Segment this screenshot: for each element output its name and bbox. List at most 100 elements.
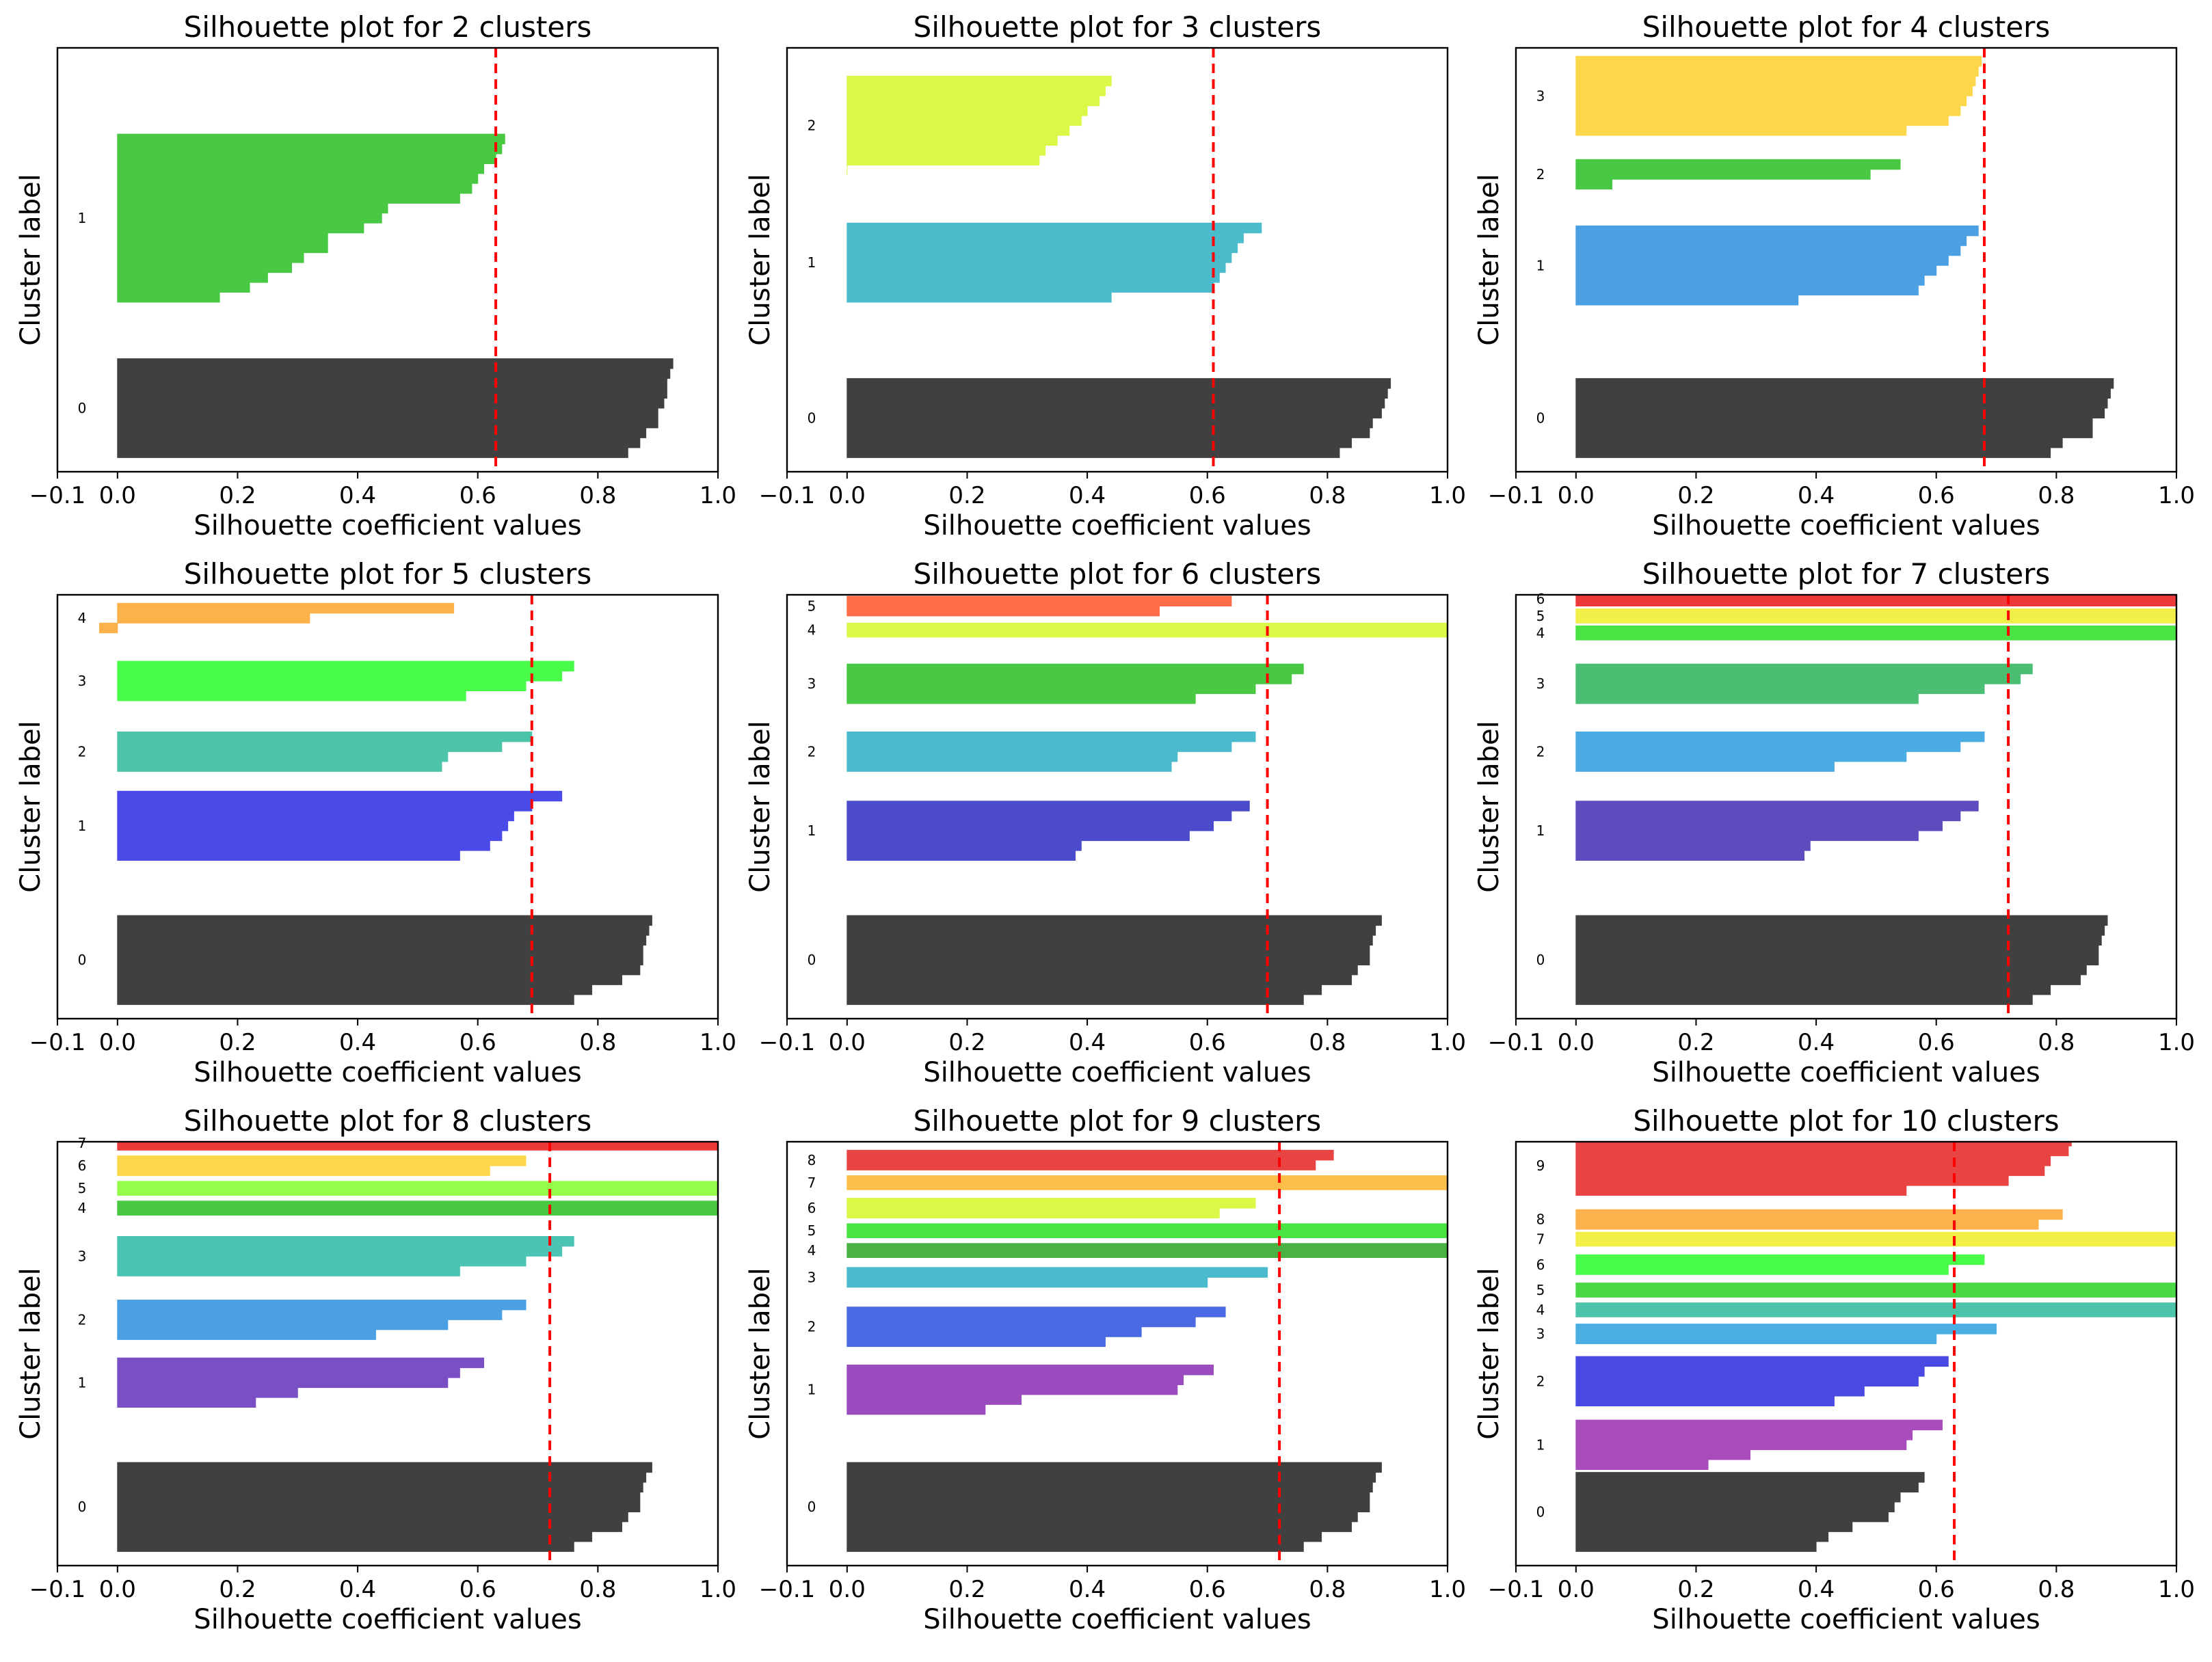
x-tick-label: 0.4	[339, 1029, 376, 1056]
x-tick-label: 1.0	[2158, 1576, 2195, 1603]
y-axis-label: Cluster label	[1474, 721, 1505, 892]
cluster-1-silhouette	[847, 801, 1250, 861]
cluster-label: 1	[1536, 1436, 1545, 1453]
cluster-2-silhouette	[1575, 731, 1985, 772]
x-tick-label: 0.8	[2038, 482, 2075, 509]
cluster-label: 2	[1536, 743, 1545, 760]
axes-frame	[786, 1140, 1449, 1567]
cluster-6-silhouette	[847, 1198, 1256, 1219]
cluster-7-silhouette	[847, 1175, 1448, 1190]
cluster-label: 4	[78, 610, 87, 626]
x-tick-label: 1.0	[1429, 1576, 1466, 1603]
cluster-label: 3	[1536, 88, 1545, 104]
plot-title: Silhouette plot for 7 clusters	[1642, 557, 2051, 591]
y-axis-label: Cluster label	[15, 721, 46, 892]
y-axis-label: Cluster label	[745, 1268, 776, 1439]
x-tick-label: 0.6	[459, 1576, 496, 1603]
cluster-3-silhouette	[1575, 663, 2033, 704]
x-tick-label: 0.2	[948, 482, 985, 509]
cluster-label: 3	[808, 675, 816, 692]
x-tick-label: 0.0	[829, 1029, 866, 1056]
cluster-label: 2	[78, 1311, 87, 1328]
cluster-label: 1	[808, 822, 816, 839]
x-tick-label: 0.0	[829, 482, 866, 509]
cluster-label: 6	[1536, 1257, 1545, 1273]
x-axis-label: Silhouette coefficient values	[1652, 1604, 2040, 1635]
x-tick-label: 0.2	[1677, 482, 1714, 509]
cluster-3-silhouette	[847, 1267, 1268, 1288]
cluster-2-silhouette	[117, 731, 533, 772]
cluster-label: 2	[808, 743, 816, 760]
cluster-0-silhouette	[847, 378, 1391, 458]
x-tick-label: 0.4	[1798, 482, 1835, 509]
plot-title: Silhouette plot for 3 clusters	[914, 10, 1322, 44]
x-tick-label: −0.1	[29, 1576, 86, 1603]
x-tick-label: 1.0	[699, 1576, 736, 1603]
x-tick-label: 0.0	[1558, 1029, 1595, 1056]
axes-frame	[786, 46, 1449, 473]
silhouette-panel-7: Silhouette plot for 8 clusters 0 1 2 3 4 5 6 7 −0…	[15, 1104, 736, 1635]
x-tick-label: 0.8	[2038, 1576, 2075, 1603]
cluster-1-silhouette	[1575, 801, 1979, 861]
x-tick-label: 0.6	[459, 482, 496, 509]
x-axis-label: Silhouette coefficient values	[194, 1604, 581, 1635]
cluster-label: 8	[1536, 1211, 1545, 1228]
cluster-1-silhouette	[117, 133, 505, 303]
axes-frame	[56, 46, 719, 473]
cluster-4-silhouette	[117, 1201, 718, 1216]
x-tick-label: 0.6	[1918, 1029, 1955, 1056]
cluster-label: 0	[808, 952, 816, 968]
cluster-0-silhouette	[1575, 378, 2114, 458]
x-tick-label: 0.8	[579, 482, 616, 509]
x-tick-label: −0.1	[29, 1029, 86, 1056]
cluster-label: 0	[1536, 952, 1545, 968]
cluster-4-silhouette	[847, 622, 1448, 638]
x-tick-label: 0.0	[829, 1576, 866, 1603]
cluster-label: 5	[1536, 608, 1545, 624]
cluster-2-silhouette	[1575, 1356, 1949, 1406]
cluster-label: 4	[1536, 625, 1545, 641]
x-tick-label: 1.0	[1429, 1029, 1466, 1056]
cluster-label: 5	[78, 1180, 87, 1196]
cluster-0-silhouette	[117, 358, 674, 458]
cluster-0-silhouette	[117, 915, 652, 1005]
plot-title: Silhouette plot for 9 clusters	[914, 1104, 1322, 1138]
cluster-label: 3	[1536, 1326, 1545, 1342]
x-tick-label: 1.0	[2158, 1029, 2195, 1056]
y-axis-label: Cluster label	[745, 721, 776, 892]
cluster-0-silhouette	[847, 1462, 1382, 1552]
plot-title: Silhouette plot for 10 clusters	[1633, 1104, 2059, 1138]
cluster-label: 1	[78, 210, 87, 226]
cluster-0-silhouette	[1575, 1472, 1925, 1552]
cluster-label: 5	[808, 598, 816, 615]
x-tick-label: 0.6	[1918, 482, 1955, 509]
x-axis-label: Silhouette coefficient values	[194, 510, 581, 541]
x-tick-label: 0.0	[1558, 1576, 1595, 1603]
x-axis-label: Silhouette coefficient values	[1652, 1057, 2040, 1088]
x-tick-label: 0.6	[1189, 1576, 1226, 1603]
cluster-1-silhouette	[847, 222, 1262, 303]
x-tick-label: 0.2	[1677, 1576, 1714, 1603]
cluster-label: 2	[808, 118, 816, 134]
cluster-6-silhouette	[117, 1155, 527, 1177]
cluster-0-silhouette	[1575, 915, 2108, 1005]
cluster-8-silhouette	[1575, 1209, 2063, 1230]
x-tick-label: 0.6	[459, 1029, 496, 1056]
silhouette-panel-2: Silhouette plot for 3 clusters 0 1 2 −0.1 0.0…	[745, 10, 1466, 541]
x-tick-label: 1.0	[699, 1029, 736, 1056]
cluster-label: 8	[808, 1152, 816, 1168]
x-tick-label: 0.8	[1309, 482, 1346, 509]
plot-title: Silhouette plot for 8 clusters	[184, 1104, 592, 1138]
cluster-2-silhouette	[847, 75, 1112, 175]
x-tick-label: 0.4	[1798, 1029, 1835, 1056]
x-tick-label: 0.6	[1189, 482, 1226, 509]
x-tick-label: 0.6	[1189, 1029, 1226, 1056]
silhouette-panel-4: Silhouette plot for 5 clusters 0 1 2 3 4 −0.1 0…	[15, 557, 736, 1088]
x-tick-label: −0.1	[1488, 1029, 1545, 1056]
x-axis-label: Silhouette coefficient values	[923, 1057, 1311, 1088]
x-tick-label: 0.6	[1918, 1576, 1955, 1603]
x-tick-label: 0.8	[1309, 1029, 1346, 1056]
cluster-8-silhouette	[847, 1149, 1334, 1170]
cluster-1-silhouette	[1575, 225, 1979, 306]
silhouette-panel-9: Silhouette plot for 10 clusters 0 1 2 3 4 5 6 7 8…	[1474, 1104, 2195, 1635]
